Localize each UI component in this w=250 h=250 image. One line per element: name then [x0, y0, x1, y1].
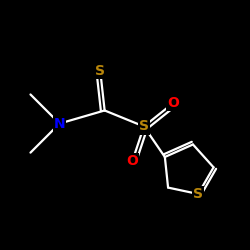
- Text: S: S: [139, 120, 149, 134]
- Text: S: S: [95, 64, 105, 78]
- Text: O: O: [126, 154, 138, 168]
- Text: O: O: [167, 96, 179, 110]
- Text: N: N: [54, 116, 65, 130]
- Text: S: S: [193, 187, 203, 201]
